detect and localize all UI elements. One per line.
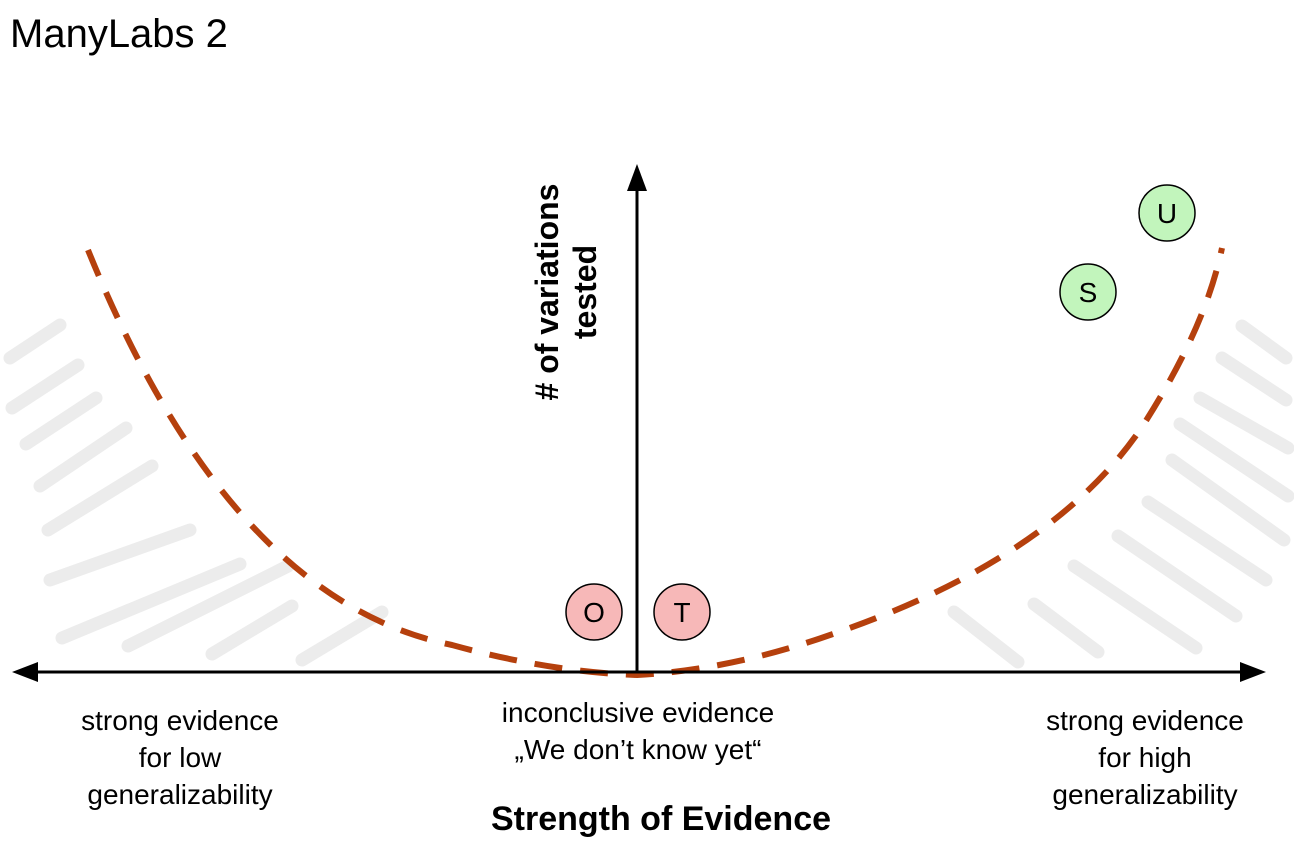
hatch-stroke <box>3 318 67 365</box>
x-axis-right-arrow <box>1240 662 1266 682</box>
region-label-low-generalizability: strong evidence for low generalizability <box>81 705 279 810</box>
boundary-curve <box>85 247 1225 679</box>
hatch-stroke <box>1027 597 1105 659</box>
y-axis-arrow <box>627 164 647 191</box>
hatch-stroke <box>1235 319 1293 365</box>
hatch-stroke <box>1173 417 1294 503</box>
study-marker-o: O <box>565 583 623 641</box>
hatch-stroke <box>1111 529 1243 623</box>
hatch-stroke <box>1067 559 1203 655</box>
hatch-stroke <box>19 391 103 451</box>
y-axis <box>627 164 647 672</box>
region-label-inconclusive: inconclusive evidence „We don’t know yet… <box>501 697 775 765</box>
study-marker-t: T <box>653 583 711 641</box>
diagram-title: ManyLabs 2 <box>10 12 228 56</box>
marker-label: O <box>583 597 605 628</box>
hatching-high-generalizability <box>947 319 1294 669</box>
hatch-stroke <box>205 599 299 661</box>
hatch-stroke <box>33 421 133 493</box>
hatch-stroke <box>1165 453 1291 547</box>
hatch-stroke <box>1215 351 1293 407</box>
hatch-stroke <box>947 605 1025 669</box>
study-markers: O T S U <box>565 184 1196 641</box>
hatching-low-generalizability <box>3 318 389 667</box>
hatch-stroke <box>5 358 85 415</box>
marker-circle <box>653 583 711 641</box>
marker-label: T <box>673 597 690 628</box>
study-marker-u: U <box>1138 184 1196 242</box>
x-axis-left-arrow <box>12 662 38 682</box>
x-axis-title: Strength of Evidence <box>490 800 832 838</box>
x-axis <box>12 662 1266 682</box>
hatch-stroke <box>1141 495 1273 587</box>
marker-label: U <box>1157 198 1177 229</box>
study-marker-s: S <box>1059 263 1117 321</box>
hatch-stroke <box>55 557 247 645</box>
hatch-stroke <box>41 459 159 537</box>
marker-circle <box>1059 263 1117 321</box>
hatch-stroke <box>1193 391 1294 455</box>
marker-circle <box>1138 184 1196 242</box>
hatch-stroke <box>121 559 295 653</box>
hatch-stroke <box>43 523 197 587</box>
y-axis-title: # of variations tested <box>529 183 603 401</box>
marker-circle <box>565 583 623 641</box>
region-label-high-generalizability: strong evidence for high generalizabilit… <box>1046 705 1244 810</box>
hatch-stroke <box>295 605 389 667</box>
marker-label: S <box>1079 277 1098 308</box>
